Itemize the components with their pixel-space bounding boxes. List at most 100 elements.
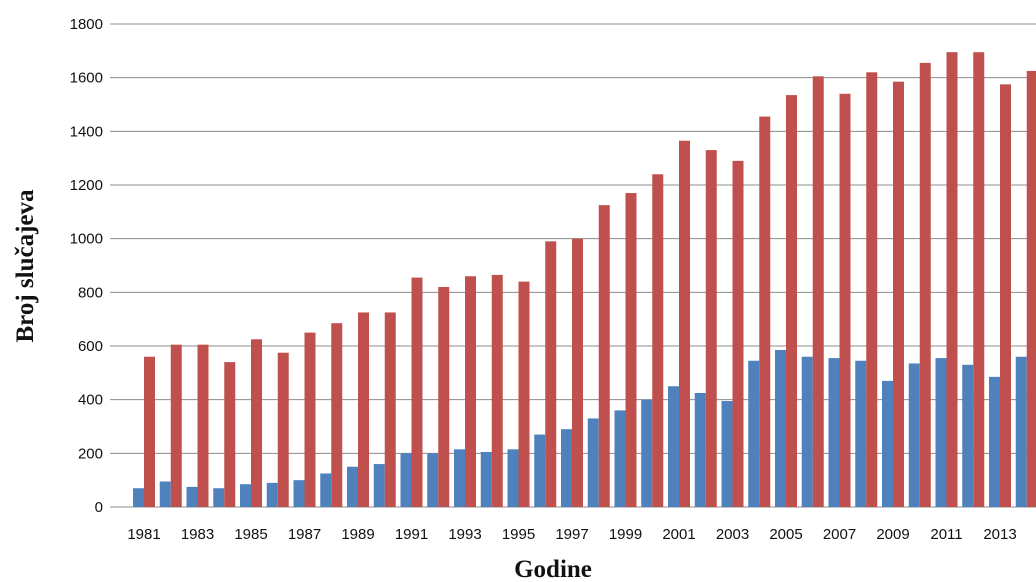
bar-1982-series-1 bbox=[159, 481, 171, 507]
bar-1983-series-1 bbox=[186, 486, 198, 507]
x-tick-label: 1983 bbox=[181, 526, 214, 543]
bar-2011-series-1 bbox=[935, 358, 947, 507]
bar-1996-series-1 bbox=[534, 434, 546, 507]
bar-2014-series-2 bbox=[1026, 70, 1036, 507]
y-tick-label: 1400 bbox=[70, 123, 103, 140]
y-tick-label: 200 bbox=[78, 445, 103, 462]
bar-1996-series-2 bbox=[545, 241, 557, 507]
y-tick-label: 1200 bbox=[70, 177, 103, 194]
y-tick-label: 600 bbox=[78, 338, 103, 355]
x-axis-title: Godine bbox=[514, 556, 592, 582]
x-tick-label: 1991 bbox=[395, 526, 428, 543]
x-tick-label: 1981 bbox=[127, 526, 160, 543]
x-tick-label: 1989 bbox=[341, 526, 374, 543]
bar-1992-series-1 bbox=[427, 453, 439, 507]
y-tick-labels: 0 200 400 600 800 1000 1200 1400 1600 1800 bbox=[70, 16, 103, 516]
bar-1984-series-1 bbox=[213, 488, 225, 507]
bar-2008-series-1 bbox=[855, 360, 867, 507]
bar-2009-series-2 bbox=[893, 81, 904, 508]
bar-2009-series-1 bbox=[882, 380, 893, 507]
bar-2005-series-1 bbox=[775, 350, 786, 507]
bar-2005-series-2 bbox=[786, 95, 797, 507]
bar-2006-series-2 bbox=[812, 76, 824, 507]
bar-1999-series-1 bbox=[614, 410, 626, 507]
bar-1994-series-1 bbox=[480, 451, 492, 507]
bar-1986-series-2 bbox=[277, 352, 289, 507]
bar-1993-series-2 bbox=[465, 276, 476, 507]
bar-1983-series-2 bbox=[197, 344, 209, 507]
x-tick-label: 2009 bbox=[876, 526, 909, 543]
bar-1987-series-2 bbox=[304, 332, 316, 507]
x-tick-label: 1987 bbox=[288, 526, 321, 543]
bar-1981-series-1 bbox=[133, 488, 144, 507]
x-tick-label: 1993 bbox=[448, 526, 481, 543]
bar-2007-series-2 bbox=[839, 93, 851, 508]
bar-1985-series-1 bbox=[240, 484, 251, 507]
bar-1990-series-1 bbox=[373, 464, 385, 507]
x-tick-labels: 1981 1983 1985 1987 1989 1991 1993 1995 1997 1999… bbox=[127, 526, 1016, 543]
x-tick-label: 2003 bbox=[716, 526, 749, 543]
bar-1985-series-2 bbox=[251, 339, 262, 507]
y-tick-label: 400 bbox=[78, 392, 103, 409]
bar-1989-series-2 bbox=[358, 312, 369, 507]
bar-2007-series-1 bbox=[828, 358, 840, 507]
x-tick-label: 1999 bbox=[609, 526, 642, 543]
x-tick-label: 1997 bbox=[555, 526, 588, 543]
bar-1997-series-1 bbox=[561, 429, 572, 507]
bar-1987-series-1 bbox=[293, 480, 305, 507]
y-tick-label: 1600 bbox=[70, 70, 103, 87]
bar-1995-series-1 bbox=[507, 449, 519, 507]
x-tick-label: 1985 bbox=[234, 526, 267, 543]
bar-1995-series-2 bbox=[518, 281, 530, 507]
bar-2001-series-1 bbox=[668, 386, 679, 507]
bar-1984-series-2 bbox=[224, 362, 236, 507]
bar-1991-series-2 bbox=[411, 277, 423, 507]
bar-2004-series-1 bbox=[748, 360, 760, 507]
bar-2013-series-2 bbox=[1000, 84, 1011, 507]
bar-2003-series-1 bbox=[721, 401, 733, 507]
bar-1997-series-2 bbox=[572, 238, 583, 507]
bar-1998-series-1 bbox=[587, 418, 599, 507]
bar-1999-series-2 bbox=[625, 193, 637, 508]
y-tick-label: 0 bbox=[95, 499, 103, 516]
y-tick-label: 800 bbox=[78, 284, 103, 301]
bar-1982-series-2 bbox=[170, 344, 182, 507]
y-tick-label: 1800 bbox=[70, 16, 103, 33]
bar-2010-series-2 bbox=[919, 62, 931, 508]
bar-1998-series-2 bbox=[598, 205, 610, 507]
bar-2002-series-2 bbox=[705, 150, 717, 507]
bar-2001-series-2 bbox=[679, 140, 690, 507]
bar-2011-series-2 bbox=[946, 52, 958, 508]
x-tick-label: 2001 bbox=[662, 526, 695, 543]
bar-1988-series-2 bbox=[331, 323, 343, 507]
bar-1990-series-2 bbox=[384, 312, 396, 507]
bar-1981-series-2 bbox=[144, 356, 155, 507]
x-tick-label: 2013 bbox=[983, 526, 1016, 543]
y-axis-title: Broj slučajeva bbox=[12, 189, 39, 342]
x-tick-label: 2007 bbox=[823, 526, 856, 543]
x-tick-label: 2011 bbox=[930, 526, 962, 543]
y-tick-label: 1000 bbox=[70, 231, 103, 248]
bar-1986-series-1 bbox=[266, 482, 278, 507]
bar-2014-series-1 bbox=[1015, 356, 1027, 507]
bar-1992-series-2 bbox=[438, 286, 450, 507]
bar-2002-series-1 bbox=[694, 392, 706, 507]
bar-2003-series-2 bbox=[732, 160, 744, 507]
x-tick-label: 1995 bbox=[502, 526, 535, 543]
bar-2000-series-2 bbox=[652, 174, 664, 507]
bar-1989-series-1 bbox=[347, 466, 358, 507]
bar-2013-series-1 bbox=[989, 376, 1000, 507]
bar-2000-series-1 bbox=[641, 399, 653, 507]
bar-2004-series-2 bbox=[759, 116, 771, 507]
bar-1988-series-1 bbox=[320, 473, 332, 507]
bar-1991-series-1 bbox=[400, 453, 412, 507]
bar-2006-series-1 bbox=[801, 356, 813, 507]
x-tick-label: 2005 bbox=[769, 526, 802, 543]
bar-2008-series-2 bbox=[866, 72, 878, 508]
bar-1994-series-2 bbox=[491, 274, 503, 507]
bar-2010-series-1 bbox=[908, 363, 920, 507]
bar-1993-series-1 bbox=[454, 449, 465, 507]
bar-2012-series-1 bbox=[962, 364, 974, 507]
